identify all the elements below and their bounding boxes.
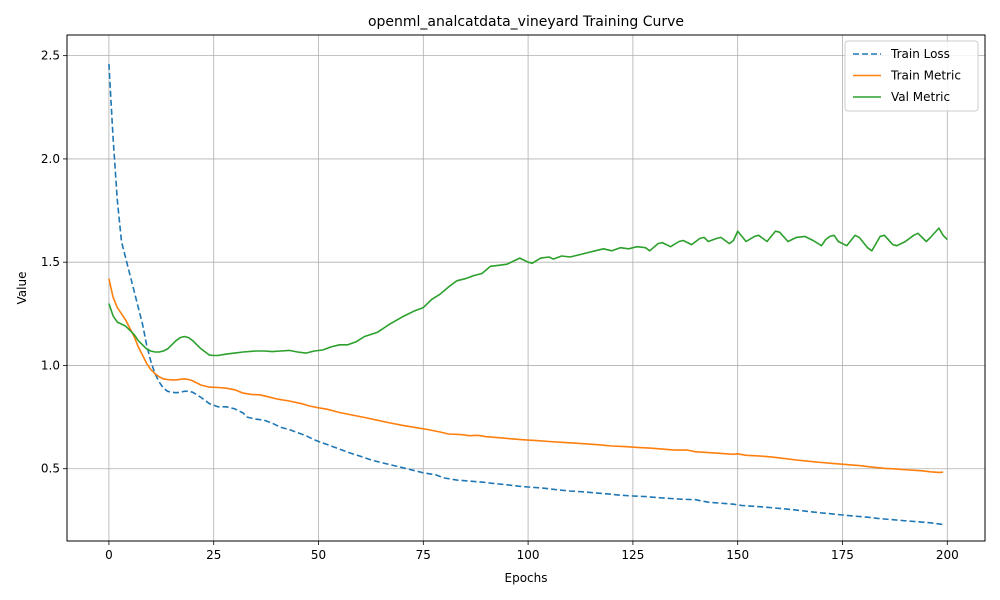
series-line-train-loss (108, 63, 944, 526)
x-tick-label: 75 (416, 548, 431, 562)
legend-label: Train Loss (890, 47, 950, 61)
chart-title: openml_analcatdata_vineyard Training Cur… (368, 14, 684, 30)
x-tick-label: 125 (621, 548, 644, 562)
y-tick-label: 2.0 (41, 152, 60, 166)
ticks: 0 25 50 75 100 125 150 175 200 0.5 1.0 1.5 2.0 2.5 (41, 49, 959, 562)
plot-frame (66, 34, 986, 542)
legend-label: Val Metric (891, 90, 950, 104)
x-tick-label: 0 (105, 548, 113, 562)
y-axis-label: Value (15, 272, 29, 305)
legend-box (844, 40, 979, 112)
x-tick-label: 100 (517, 548, 540, 562)
x-tick-label: 50 (311, 548, 326, 562)
y-tick-label: 0.5 (41, 462, 60, 476)
legend: Train Loss Train Metric Val Metric (844, 40, 979, 112)
series-line-val-metric (108, 227, 948, 357)
y-tick-label: 1.0 (41, 358, 60, 372)
x-tick-label: 175 (831, 548, 854, 562)
x-tick-label: 200 (936, 548, 959, 562)
series-line-train-metric (108, 278, 944, 474)
grid (67, 35, 985, 541)
y-tick-label: 2.5 (41, 49, 60, 63)
series-lines (108, 63, 948, 526)
x-tick-label: 150 (726, 548, 749, 562)
y-tick-label: 1.5 (41, 255, 60, 269)
x-axis-label: Epochs (505, 571, 548, 585)
x-tick-label: 25 (206, 548, 221, 562)
legend-label: Train Metric (890, 69, 961, 83)
